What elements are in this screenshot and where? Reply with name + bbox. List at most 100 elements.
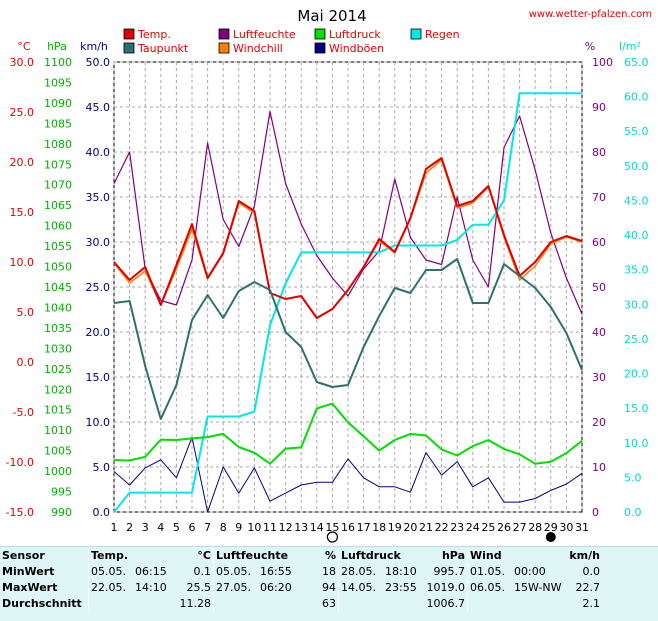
tick-label-rain: 65.0 [624, 56, 649, 69]
legend-swatch [218, 28, 230, 40]
stats-hum-time [258, 595, 306, 611]
tick-label-rain: 55.0 [624, 125, 649, 138]
x-tick-label: 9 [235, 521, 242, 534]
tick-label-pressure: 1010 [44, 424, 72, 437]
x-tick-label: 8 [220, 521, 227, 534]
tick-label-temp: -5.0 [13, 406, 34, 419]
legend-label: Temp. [137, 28, 171, 41]
tick-label-temp: -15.0 [6, 506, 34, 519]
chart-title: Mai 2014 [297, 7, 366, 25]
tick-label-pressure: 1015 [44, 404, 72, 417]
stats-header-temp: Temp. [88, 547, 177, 563]
tick-label-rain: 60.0 [624, 91, 649, 104]
tick-label-temp: 10.0 [10, 256, 35, 269]
tick-label-pressure: 1070 [44, 179, 72, 192]
stats-header-humidity-unit: % [324, 548, 336, 562]
tick-label-humidity: 40 [592, 326, 606, 339]
stats-hum-time: 16:55 [260, 564, 292, 578]
tick-label-pressure: 1040 [44, 301, 72, 314]
series-line-windben [113, 436, 583, 513]
legend-swatch [123, 28, 135, 40]
stats-hum-date: 05.05. [213, 563, 258, 579]
full-moon-icon [326, 531, 338, 543]
stats-hum-value: 94 [322, 580, 336, 594]
tick-label-pressure: 995 [51, 486, 72, 499]
x-tick-label: 16 [341, 521, 355, 534]
tick-label-humidity: 50 [592, 281, 606, 294]
legend-label: Regen [425, 28, 460, 41]
legend-label: Taupunkt [137, 42, 189, 55]
stats-press-value: 995.7 [433, 564, 466, 578]
series-line-luftdruck [113, 402, 583, 465]
stats-header-sensor: Sensor [2, 548, 45, 562]
legend-label: Windböen [329, 42, 384, 55]
tick-label-pressure: 1060 [44, 220, 72, 233]
axis-unit-temp: °C [17, 40, 31, 53]
x-tick-label: 25 [481, 521, 495, 534]
statistics-panel: Sensor Temp. °C Luftfeuchte % Luftdruck … [0, 546, 658, 621]
tick-label-pressure: 1050 [44, 261, 72, 274]
tick-label-pressure: 1005 [44, 445, 72, 458]
x-tick-label: 31 [575, 521, 589, 534]
new-moon-icon [545, 532, 556, 542]
stats-wind-time [512, 595, 564, 611]
tick-label-wind: 30.0 [86, 236, 111, 249]
legend-label: Windchill [233, 42, 283, 55]
stats-temp-value: 0.1 [193, 564, 212, 578]
x-tick-label: 26 [497, 521, 511, 534]
tick-label-humidity: 90 [592, 101, 606, 114]
stats-press-date [338, 595, 383, 611]
tick-label-wind: 25.0 [86, 281, 111, 294]
x-tick-label: 28 [528, 521, 542, 534]
tick-label-rain: 20.0 [624, 368, 649, 381]
tick-label-humidity: 20 [592, 416, 606, 429]
x-tick-label: 24 [466, 521, 480, 534]
tick-label-humidity: 100 [592, 56, 613, 69]
x-tick-label: 3 [142, 521, 149, 534]
x-tick-label: 17 [357, 521, 371, 534]
x-tick-label: 19 [388, 521, 402, 534]
tick-label-wind: 15.0 [86, 371, 111, 384]
x-tick-label: 21 [419, 521, 433, 534]
tick-label-rain: 0.0 [624, 506, 642, 519]
tick-label-temp: 0.0 [17, 356, 35, 369]
x-tick-label: 12 [279, 521, 293, 534]
tick-label-rain: 15.0 [624, 402, 649, 415]
x-tick-label: 23 [450, 521, 464, 534]
x-tick-label: 20 [403, 521, 417, 534]
stats-header-humidity: Luftfeuchte [213, 547, 306, 563]
stats-press-time: 23:55 [385, 580, 417, 594]
stats-press-date: 28.05. [338, 563, 383, 579]
stats-wind-date: 06.05. [467, 579, 512, 595]
x-tick-label: 13 [294, 521, 308, 534]
x-tick-label: 6 [189, 521, 196, 534]
stats-temp-date: 22.05. [88, 579, 133, 595]
tick-label-pressure: 1095 [44, 76, 72, 89]
x-tick-label: 11 [263, 521, 277, 534]
stats-temp-time [133, 595, 177, 611]
tick-label-rain: 50.0 [624, 160, 649, 173]
x-tick-label: 30 [559, 521, 573, 534]
stats-header-wind: Wind [467, 547, 564, 563]
stats-row-min: MinWert 05.05. 06:15 0.1 05.05. 16:55 18… [0, 563, 602, 579]
stats-temp-date [88, 595, 133, 611]
tick-label-humidity: 30 [592, 371, 606, 384]
stats-hum-date: 27.05. [213, 579, 258, 595]
stats-press-value: 1019.0 [426, 580, 466, 594]
stats-hum-value: 18 [322, 564, 336, 578]
source-label[interactable]: www.wetter-pfalzen.com [529, 9, 652, 20]
tick-label-pressure: 1025 [44, 363, 72, 376]
series-lines [113, 92, 583, 513]
tick-label-pressure: 1085 [44, 117, 72, 130]
stats-row-max: MaxWert 22.05. 14:10 25.5 27.05. 06:20 9… [0, 579, 602, 595]
stats-temp-time: 14:10 [135, 580, 167, 594]
legend-swatch [410, 28, 422, 40]
tick-label-temp: 20.0 [10, 156, 35, 169]
stats-temp-time: 06:15 [135, 564, 167, 578]
axis-unit-wind: km/h [80, 40, 108, 53]
stats-hum-date [213, 595, 258, 611]
axis-unit-pressure: hPa [47, 40, 67, 53]
stats-hum-time: 06:20 [260, 580, 292, 594]
tick-label-pressure: 1000 [44, 465, 72, 478]
